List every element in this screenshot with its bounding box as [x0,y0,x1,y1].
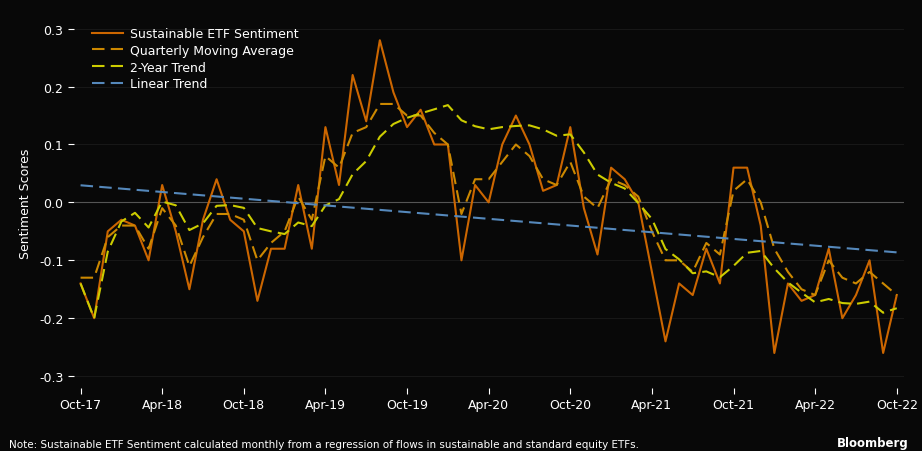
Text: Note: Sustainable ETF Sentiment calculated monthly from a regression of flows in: Note: Sustainable ETF Sentiment calculat… [9,439,639,449]
Text: Bloomberg: Bloomberg [836,436,908,449]
Y-axis label: Sentiment Scores: Sentiment Scores [19,148,32,258]
Legend: Sustainable ETF Sentiment, Quarterly Moving Average, 2-Year Trend, Linear Trend: Sustainable ETF Sentiment, Quarterly Mov… [89,24,301,95]
